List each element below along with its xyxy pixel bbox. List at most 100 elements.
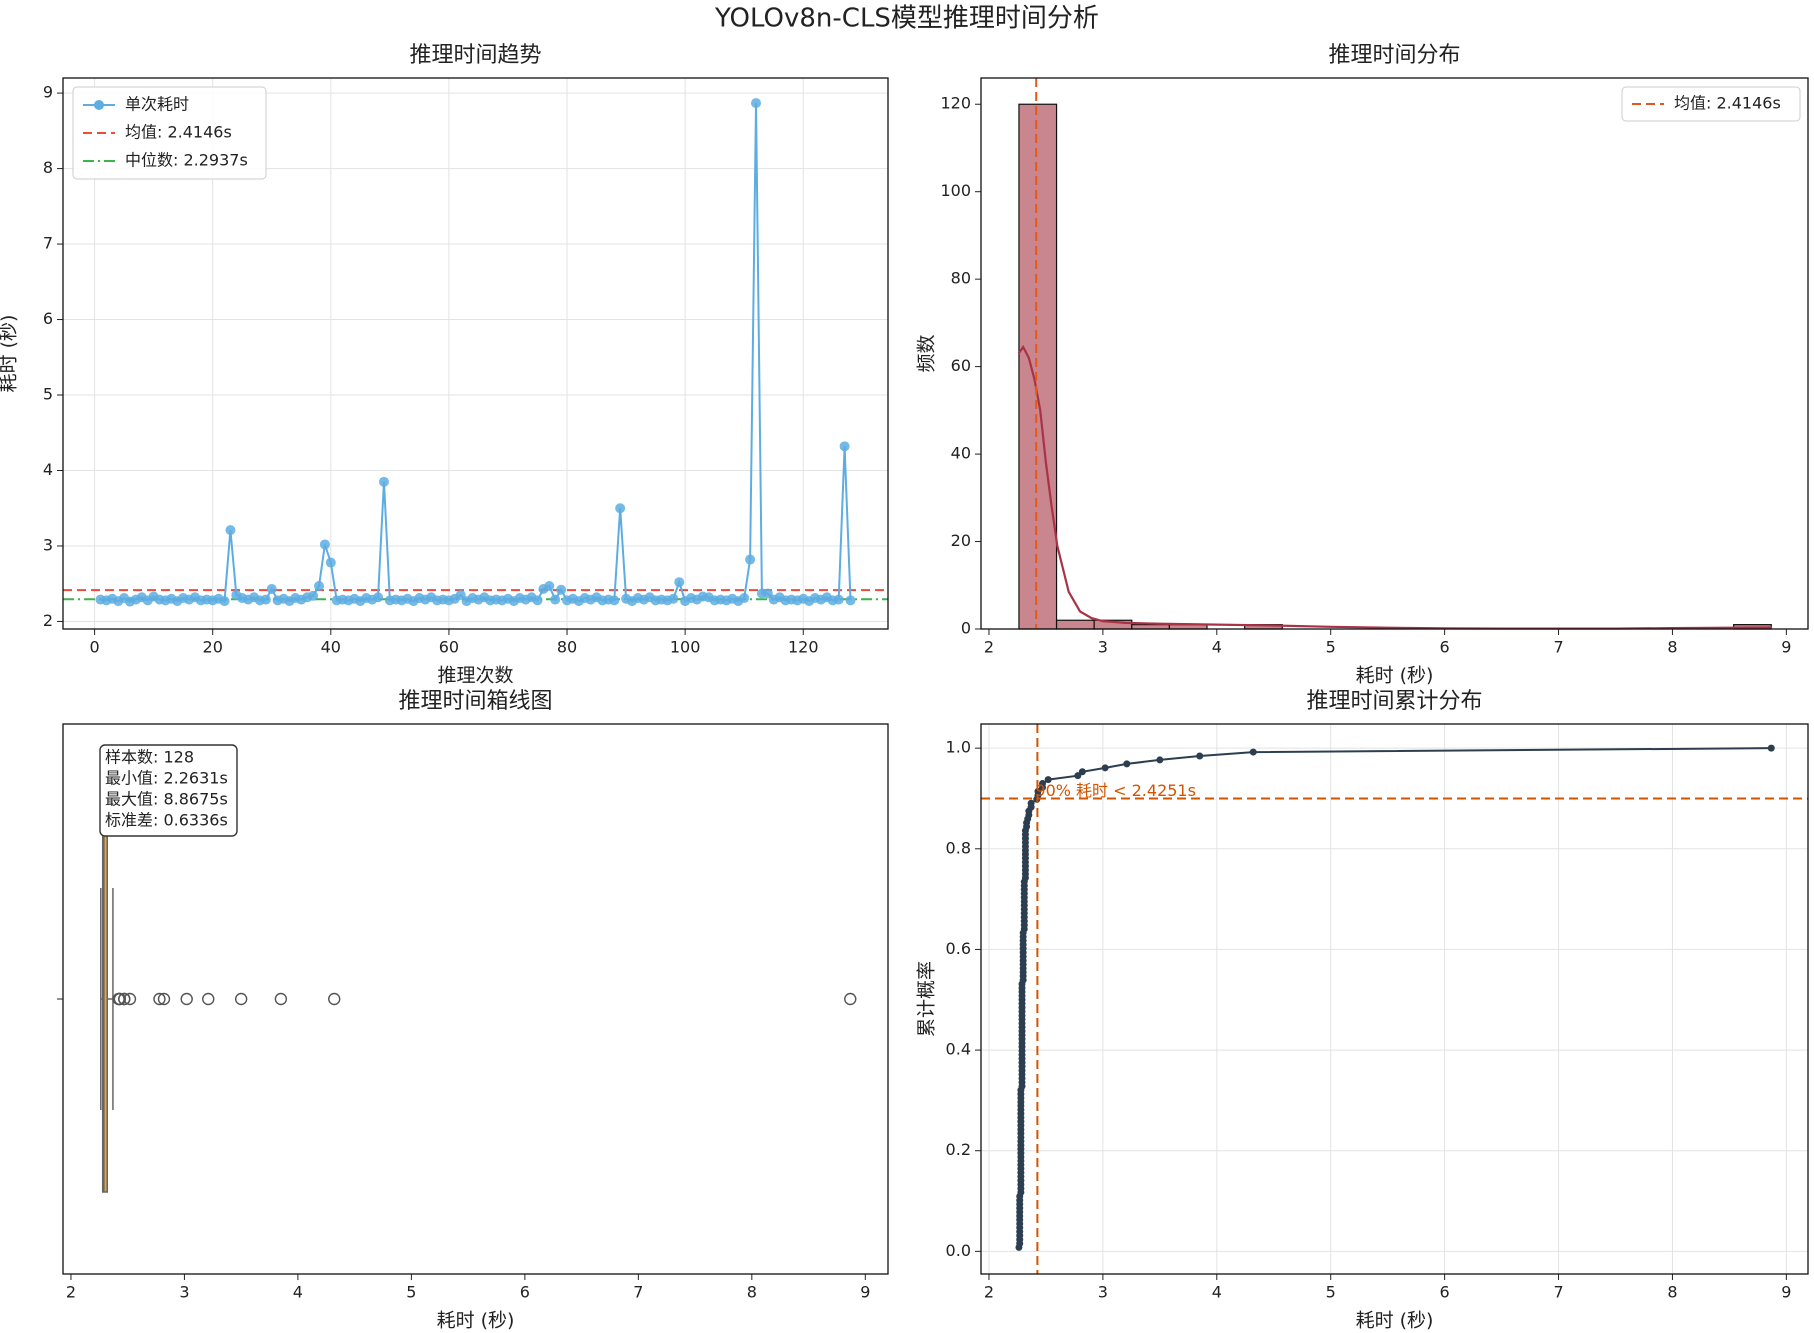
x-tick-label: 7: [1553, 1283, 1563, 1302]
point: [556, 584, 567, 595]
point: [373, 592, 384, 603]
point: [266, 583, 277, 594]
y-axis-label: 频数: [916, 334, 938, 372]
grid: [981, 724, 1808, 1274]
subplot-title: 推理时间分布: [1328, 43, 1460, 68]
x-tick-label: 20: [203, 638, 223, 657]
x-tick-label: 6: [1440, 1283, 1450, 1302]
subplot-title: 推理时间趋势: [409, 43, 541, 68]
bar: [1055, 619, 1095, 630]
x-tick-label: 8: [747, 1283, 757, 1302]
outlier: [202, 992, 215, 1006]
annotation: 样本数: 128 最小值: 2.2631s 最大值: 8.8675s 标准差: 0.6…: [99, 744, 238, 837]
subplot-title: 推理时间累计分布: [1306, 689, 1482, 714]
legend: 均值: 2.4146s: [1621, 86, 1801, 122]
bar: [1018, 103, 1058, 630]
outlier: [157, 992, 171, 1006]
point: [1249, 748, 1257, 756]
x-tick-label: 8: [1667, 638, 1677, 657]
figure-title: YOLOv8n-CLS模型推理时间分析: [714, 4, 1099, 34]
legend-box: [1621, 86, 1801, 122]
x-tick-label: 7: [633, 1283, 643, 1302]
outlier: [844, 992, 857, 1006]
x-tick-label: 8: [1667, 1283, 1677, 1302]
x-tick-label: 5: [1326, 638, 1336, 657]
y-tick-label: 5: [43, 385, 53, 404]
plot-area: [100, 805, 857, 1193]
annotation-box: [99, 744, 238, 837]
y-tick-label: 0.0: [946, 1241, 971, 1260]
x-tick-label: 6: [520, 1283, 530, 1302]
point: [1039, 780, 1047, 788]
point: [1027, 799, 1035, 807]
legend-label: 中位数: 2.2937s: [125, 151, 248, 170]
point: [319, 539, 330, 550]
x-tick-label: 0: [90, 638, 100, 657]
x-axis-label: 耗时 (秒): [1356, 665, 1434, 687]
y-axis-label: 耗时 (秒): [0, 315, 20, 393]
y-tick-label: 0.2: [946, 1140, 971, 1159]
y-tick-label: 0.8: [946, 838, 971, 857]
point: [833, 594, 844, 605]
x-axis-label: 推理次数: [437, 665, 513, 687]
point: [378, 476, 389, 487]
plot-area: 90% 耗时 < 2.4251s: [981, 724, 1808, 1274]
point: [1767, 744, 1775, 752]
point: [839, 441, 850, 452]
x-tick-label: 60: [439, 638, 459, 657]
x-tick-label: 9: [1781, 638, 1791, 657]
plot-area: [1017, 78, 1772, 630]
point: [219, 596, 230, 607]
annotation-text: 最小值: 2.2631s: [105, 769, 228, 788]
point: [1074, 772, 1082, 780]
point: [1078, 768, 1086, 776]
point: [609, 595, 620, 606]
point: [615, 503, 626, 514]
x-tick-label: 4: [1212, 1283, 1222, 1302]
point: [745, 554, 756, 565]
point: [751, 98, 762, 109]
point: [668, 593, 679, 604]
x-tick-label: 4: [293, 1283, 303, 1302]
y-tick-label: 9: [43, 83, 53, 102]
annotation-text: 样本数: 128: [105, 748, 194, 767]
subplot-title: 推理时间箱线图: [398, 689, 552, 714]
point: [260, 594, 271, 605]
point: [550, 594, 561, 605]
outlier: [123, 992, 137, 1006]
point: [325, 557, 336, 568]
x-tick-label: 7: [1553, 638, 1563, 657]
y-tick-label: 40: [951, 444, 971, 463]
annotation-text: 90% 耗时 < 2.4251s: [1035, 781, 1196, 800]
outlier: [153, 992, 166, 1006]
x-tick-label: 4: [1212, 638, 1222, 657]
point: [544, 580, 555, 591]
legend-marker: [94, 100, 104, 110]
y-tick-label: 8: [43, 158, 53, 177]
outlier: [274, 992, 288, 1006]
legend-label: 均值: 2.4146s: [1674, 94, 1781, 113]
annotation-text: 最大值: 8.8675s: [105, 790, 228, 809]
y-tick-label: 0.6: [946, 939, 971, 958]
annotation-text: 标准差: 0.6336s: [105, 811, 228, 830]
x-tick-label: 2: [984, 1283, 994, 1302]
point: [845, 595, 856, 606]
x-tick-label: 2: [66, 1283, 76, 1302]
y-tick-label: 2: [43, 611, 53, 630]
x-tick-label: 3: [1098, 1283, 1108, 1302]
point: [1123, 760, 1131, 768]
point: [314, 580, 325, 591]
point: [1196, 752, 1204, 760]
y-axis-label: 累计概率: [916, 961, 938, 1037]
y-tick-label: 6: [43, 309, 53, 328]
x-tick-label: 3: [179, 1283, 189, 1302]
outlier: [234, 992, 248, 1006]
outlier: [113, 992, 126, 1006]
x-tick-label: 120: [788, 638, 819, 657]
x-tick-label: 6: [1440, 638, 1450, 657]
x-tick-label: 5: [406, 1283, 416, 1302]
